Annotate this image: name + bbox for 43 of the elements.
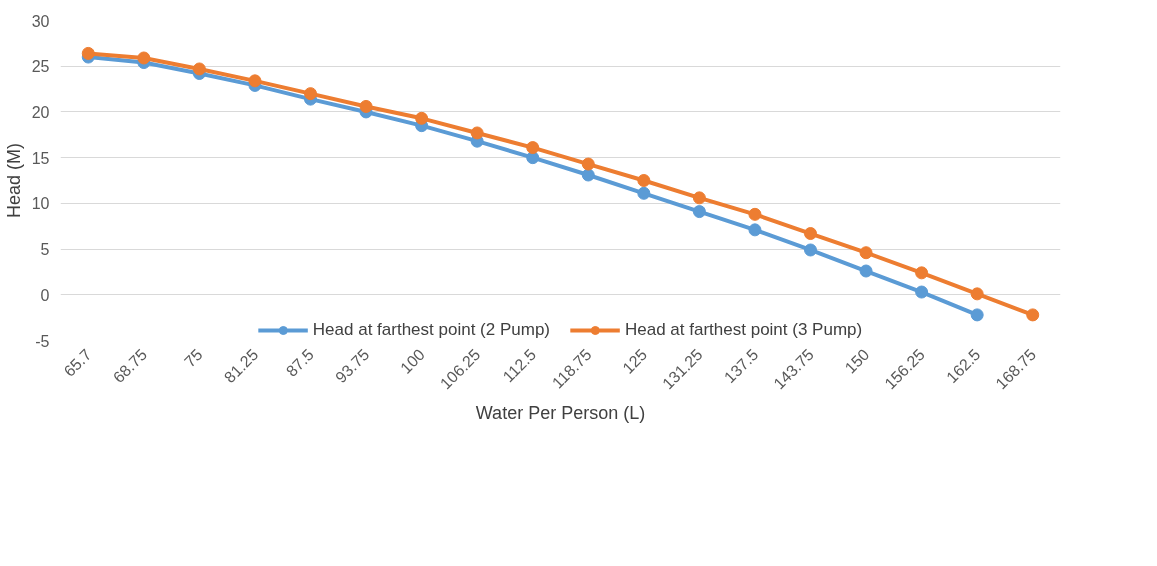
point (1026, 308, 1040, 322)
legend-label: Head at farthest point (2 Pump) (312, 320, 550, 340)
y-tick-label: 15 (31, 149, 50, 167)
point (581, 157, 595, 171)
point (804, 227, 817, 241)
point (304, 87, 317, 101)
point (859, 264, 873, 278)
point (137, 51, 151, 65)
legend-label: Head at farthest point (3 Pump) (625, 320, 863, 340)
point (81, 46, 95, 60)
point (970, 287, 984, 301)
point (692, 191, 706, 205)
x-tick-label: 87.5 (282, 345, 317, 380)
point (970, 308, 984, 322)
point (248, 74, 262, 88)
point (915, 266, 929, 280)
point (637, 186, 651, 200)
point (581, 168, 595, 182)
point (692, 205, 706, 219)
y-tick-label: 25 (31, 58, 50, 76)
x-tick-label: 150 (841, 345, 873, 377)
point (526, 141, 540, 155)
x-tick-label: 100 (397, 345, 429, 377)
point (415, 111, 429, 125)
y-tick-label: 5 (40, 241, 50, 259)
point (748, 207, 762, 221)
point (859, 246, 873, 260)
point (470, 126, 484, 140)
point (804, 243, 817, 257)
y-tick-label: 30 (31, 12, 50, 30)
x-axis-title: Water Per Person (L) (475, 402, 646, 423)
y-tick-label: 20 (31, 103, 50, 121)
y-tick-label: -5 (35, 332, 50, 350)
x-tick-label: 75 (181, 345, 206, 371)
x-tick-label: 125 (619, 345, 651, 377)
point (359, 99, 373, 113)
point (915, 285, 929, 299)
point (192, 62, 206, 76)
y-tick-label: 0 (40, 286, 50, 304)
y-axis-title: Head (M) (3, 142, 24, 219)
y-tick-label: 10 (31, 195, 50, 213)
point (637, 174, 651, 187)
point (748, 223, 762, 237)
